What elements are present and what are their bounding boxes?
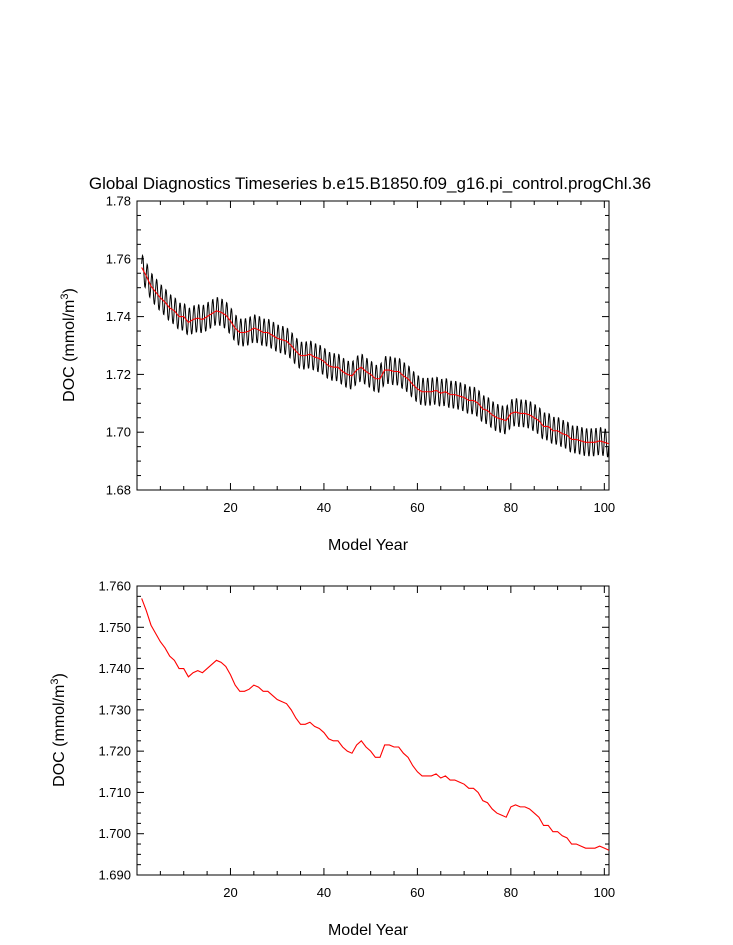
top-y-tick-label: 1.74 [106, 309, 131, 324]
bottom-y-label-close: ) [51, 673, 68, 678]
top-y-tick-label: 1.78 [106, 194, 131, 209]
bottom-x-tick-label: 80 [504, 885, 518, 900]
top-x-tick-label: 40 [317, 500, 331, 515]
bottom-x-tick-label: 20 [223, 885, 237, 900]
top-y-tick-label: 1.68 [106, 483, 131, 498]
bottom-y-tick-label: 1.730 [98, 702, 131, 717]
top-series-line-annual [141, 267, 610, 445]
bottom-series-line-annual [141, 598, 610, 851]
bottom-y-axis-label: DOC (mmol/m3) [49, 673, 68, 787]
bottom-x-axis-label: Model Year [328, 922, 409, 939]
top-y-tick-label: 1.72 [106, 367, 131, 382]
top-y-axis-label: DOC (mmol/m3) [59, 288, 78, 402]
top-plot-frame [136, 200, 610, 491]
bottom-series-group [141, 598, 610, 851]
top-y-label-close: ) [61, 288, 78, 293]
bottom-y-tick-label: 1.760 [98, 579, 131, 594]
top-panel: 20 40 60 80 100 1.68 1.70 1.72 1.74 1.76 1.78 Mode… [59, 194, 615, 555]
bottom-y-label-sup: 3 [49, 678, 61, 684]
top-y-tick-label: 1.76 [106, 251, 131, 266]
top-series-group [141, 253, 610, 458]
top-x-tick-label: 100 [593, 500, 615, 515]
figure-title: Global Diagnostics Timeseries b.e15.B185… [89, 174, 651, 193]
bottom-x-tick-label: 60 [410, 885, 424, 900]
bottom-panel: 20 40 60 80 100 1.690 1.700 1.710 1.720 1.730 1.74… [49, 579, 615, 940]
bottom-y-tick-label: 1.710 [98, 785, 131, 800]
bottom-y-tick-label: 1.720 [98, 744, 131, 759]
bottom-y-tick-label: 1.740 [98, 661, 131, 676]
bottom-ticks: 20 40 60 80 100 1.690 1.700 1.710 1.720 1.730 1.74… [98, 579, 615, 901]
bottom-x-tick-label: 40 [317, 885, 331, 900]
top-x-tick-label: 20 [223, 500, 237, 515]
bottom-y-tick-label: 1.750 [98, 620, 131, 635]
top-x-tick-label: 60 [410, 500, 424, 515]
top-y-label-sup: 3 [59, 293, 71, 299]
top-ticks: 20 40 60 80 100 1.68 1.70 1.72 1.74 1.76 1.78 [106, 194, 615, 516]
top-x-axis-label: Model Year [328, 537, 409, 554]
top-series-line-monthly [141, 253, 610, 458]
bottom-y-tick-label: 1.690 [98, 868, 131, 883]
top-x-tick-label: 80 [504, 500, 518, 515]
bottom-y-label-main: DOC (mmol/m [51, 685, 68, 787]
top-y-tick-label: 1.70 [106, 425, 131, 440]
top-y-label-main: DOC (mmol/m [61, 300, 78, 402]
bottom-y-tick-label: 1.700 [98, 826, 131, 841]
bottom-x-tick-label: 100 [593, 885, 615, 900]
bottom-plot-frame [136, 585, 610, 876]
